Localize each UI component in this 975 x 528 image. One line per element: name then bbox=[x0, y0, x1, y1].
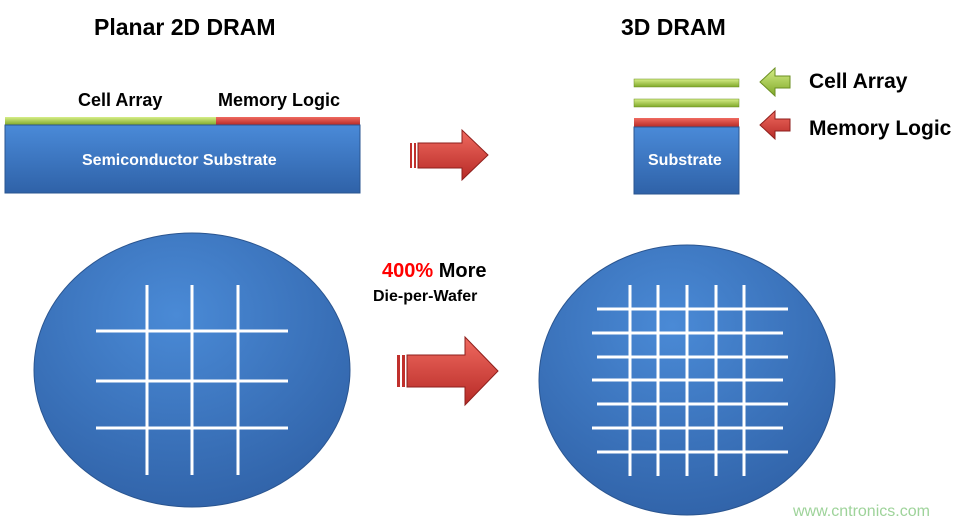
cell-array-label: Cell Array bbox=[78, 90, 163, 110]
3d-cell-array-label: Cell Array bbox=[809, 70, 908, 93]
die-increase-headline: 400% More bbox=[382, 260, 487, 283]
3d-die-grid bbox=[592, 285, 788, 476]
planar-die-grid bbox=[96, 285, 288, 475]
red-arrow-icon bbox=[759, 109, 791, 141]
substrate-label: Semiconductor Substrate bbox=[82, 152, 277, 169]
more-text: More bbox=[438, 260, 487, 282]
percent-text: 400% bbox=[382, 260, 434, 282]
cell-array-layer-top bbox=[633, 78, 740, 88]
right-arrow-icon bbox=[397, 335, 499, 407]
right-arrow-icon bbox=[410, 128, 489, 182]
die-per-wafer-text: Die-per-Wafer bbox=[373, 288, 478, 305]
memory-logic-layer bbox=[216, 117, 360, 125]
3d-substrate-label: Substrate bbox=[648, 152, 722, 169]
substrate-3d bbox=[633, 126, 740, 195]
3d-memory-logic-label: Memory Logic bbox=[809, 117, 952, 140]
green-arrow-icon bbox=[759, 66, 791, 98]
planar-title: Planar 2D DRAM bbox=[94, 14, 276, 40]
memory-logic-label: Memory Logic bbox=[218, 90, 341, 110]
cell-array-layer-bottom bbox=[633, 98, 740, 108]
memory-logic-layer-3d bbox=[634, 118, 739, 127]
watermark: www.cntronics.com bbox=[793, 503, 930, 520]
3d-title: 3D DRAM bbox=[621, 14, 726, 40]
semiconductor-substrate bbox=[4, 124, 361, 194]
cell-array-layer bbox=[5, 117, 216, 125]
